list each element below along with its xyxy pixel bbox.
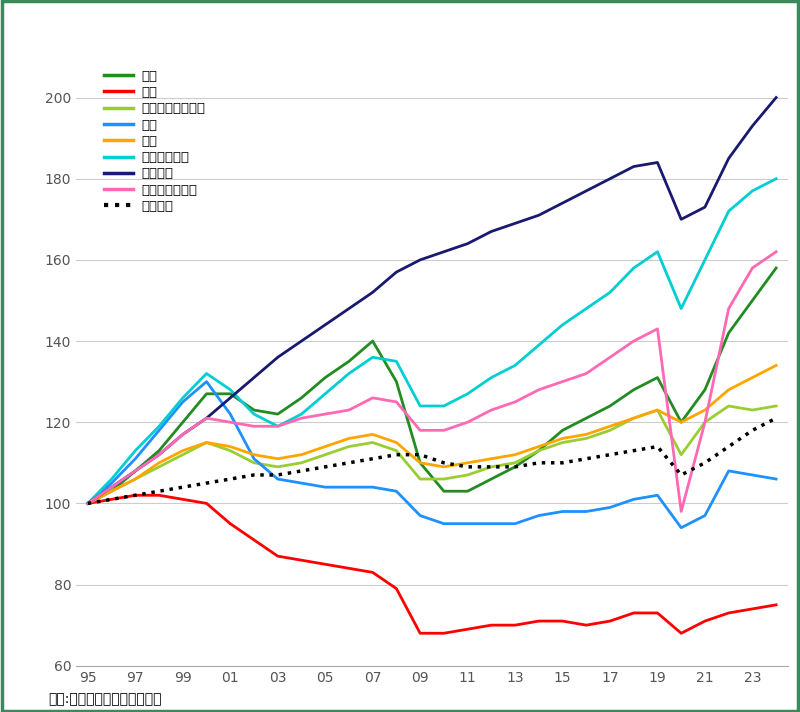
Legend: 建設, 製造, 商業・運輸・公益, 情報, 金融, 専門サービス, 教育医療, レジャー・娯楽, 政府部門: 建設, 製造, 商業・運輸・公益, 情報, 金融, 専門サービス, 教育医療, … [104, 70, 205, 213]
Text: 出所:米労働省、武者リサーチ: 出所:米労働省、武者リサーチ [48, 692, 162, 706]
Text: 図表１：  米国セクター別雇用推移(1995=100): 図表１： 米国セクター別雇用推移(1995=100) [10, 18, 351, 38]
